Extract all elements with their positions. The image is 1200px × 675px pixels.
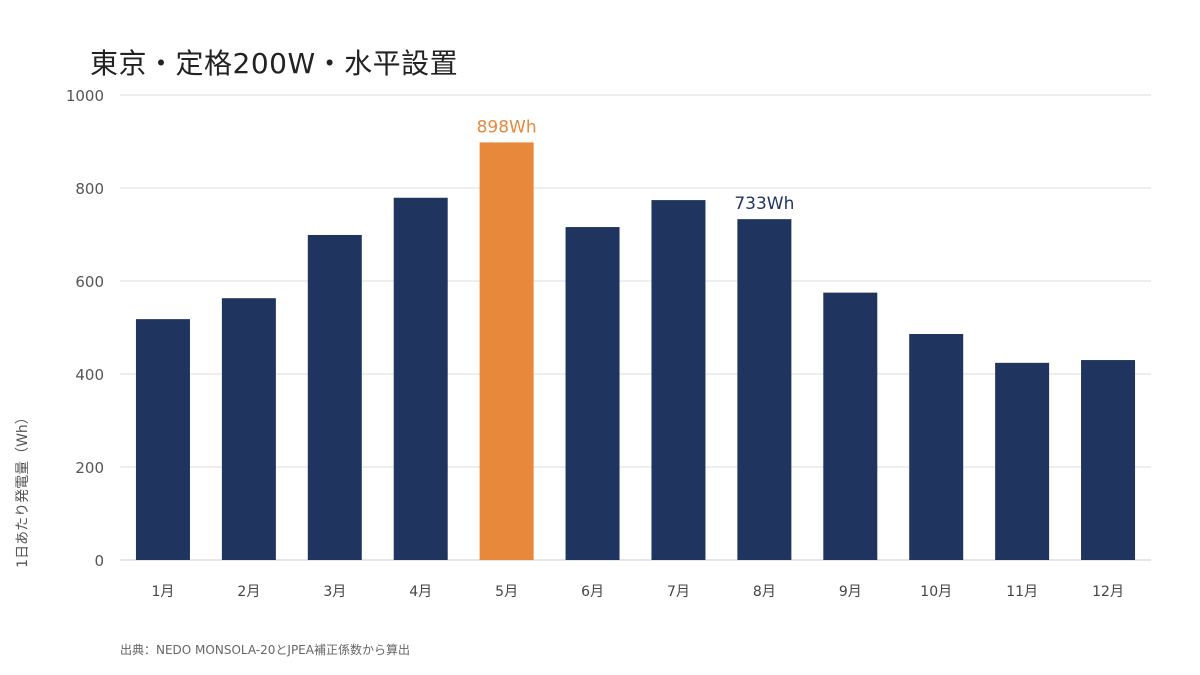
bar-10 bbox=[909, 334, 964, 560]
x-tick-label: 4月 bbox=[409, 584, 432, 600]
x-axis-ticks: 1月 2月 3月 4月 5月 6月 7月 8月 9月 10月 11月 12月 bbox=[151, 584, 1123, 600]
bars bbox=[135, 142, 1136, 560]
y-tick-label: 600 bbox=[75, 273, 104, 291]
x-tick-label: 9月 bbox=[839, 584, 862, 600]
y-tick-label: 1000 bbox=[66, 87, 104, 105]
chart-title: 東京・定格200W・水平設置 bbox=[90, 47, 459, 80]
bar-7 bbox=[651, 200, 706, 560]
x-tick-label: 6月 bbox=[581, 584, 604, 600]
bar-9 bbox=[823, 292, 878, 560]
x-tick-label: 1月 bbox=[151, 584, 174, 600]
x-tick-label: 11月 bbox=[1006, 584, 1038, 600]
bar-4 bbox=[393, 197, 448, 560]
bar-12 bbox=[1081, 360, 1136, 560]
data-labels: 898Wh 733Wh bbox=[477, 117, 795, 214]
x-tick-label: 7月 bbox=[667, 584, 690, 600]
y-axis-label: 1日あたり発電量（Wh） bbox=[15, 410, 31, 568]
data-label: 733Wh bbox=[734, 194, 794, 214]
data-label: 898Wh bbox=[477, 117, 537, 137]
x-tick-label: 10月 bbox=[920, 584, 952, 600]
gridlines bbox=[120, 94, 1151, 561]
source-note: 出典：NEDO MONSOLA-20とJPEA補正係数から算出 bbox=[120, 643, 410, 657]
bar-11 bbox=[995, 362, 1050, 560]
y-axis-ticks: 0 200 400 600 800 1000 bbox=[66, 87, 104, 570]
bar-3 bbox=[307, 234, 362, 560]
x-tick-label: 3月 bbox=[323, 584, 346, 600]
bar-8 bbox=[737, 219, 792, 560]
bar-1 bbox=[135, 319, 190, 560]
bar-5 bbox=[479, 142, 534, 560]
x-tick-label: 2月 bbox=[237, 584, 260, 600]
x-tick-label: 5月 bbox=[495, 584, 518, 600]
y-tick-label: 800 bbox=[75, 180, 104, 198]
x-tick-label: 8月 bbox=[753, 584, 776, 600]
bar-6 bbox=[565, 227, 620, 560]
y-tick-label: 200 bbox=[75, 459, 104, 477]
y-tick-label: 0 bbox=[94, 552, 104, 570]
x-tick-label: 12月 bbox=[1092, 584, 1124, 600]
y-tick-label: 400 bbox=[75, 366, 104, 384]
bar-2 bbox=[221, 298, 276, 560]
